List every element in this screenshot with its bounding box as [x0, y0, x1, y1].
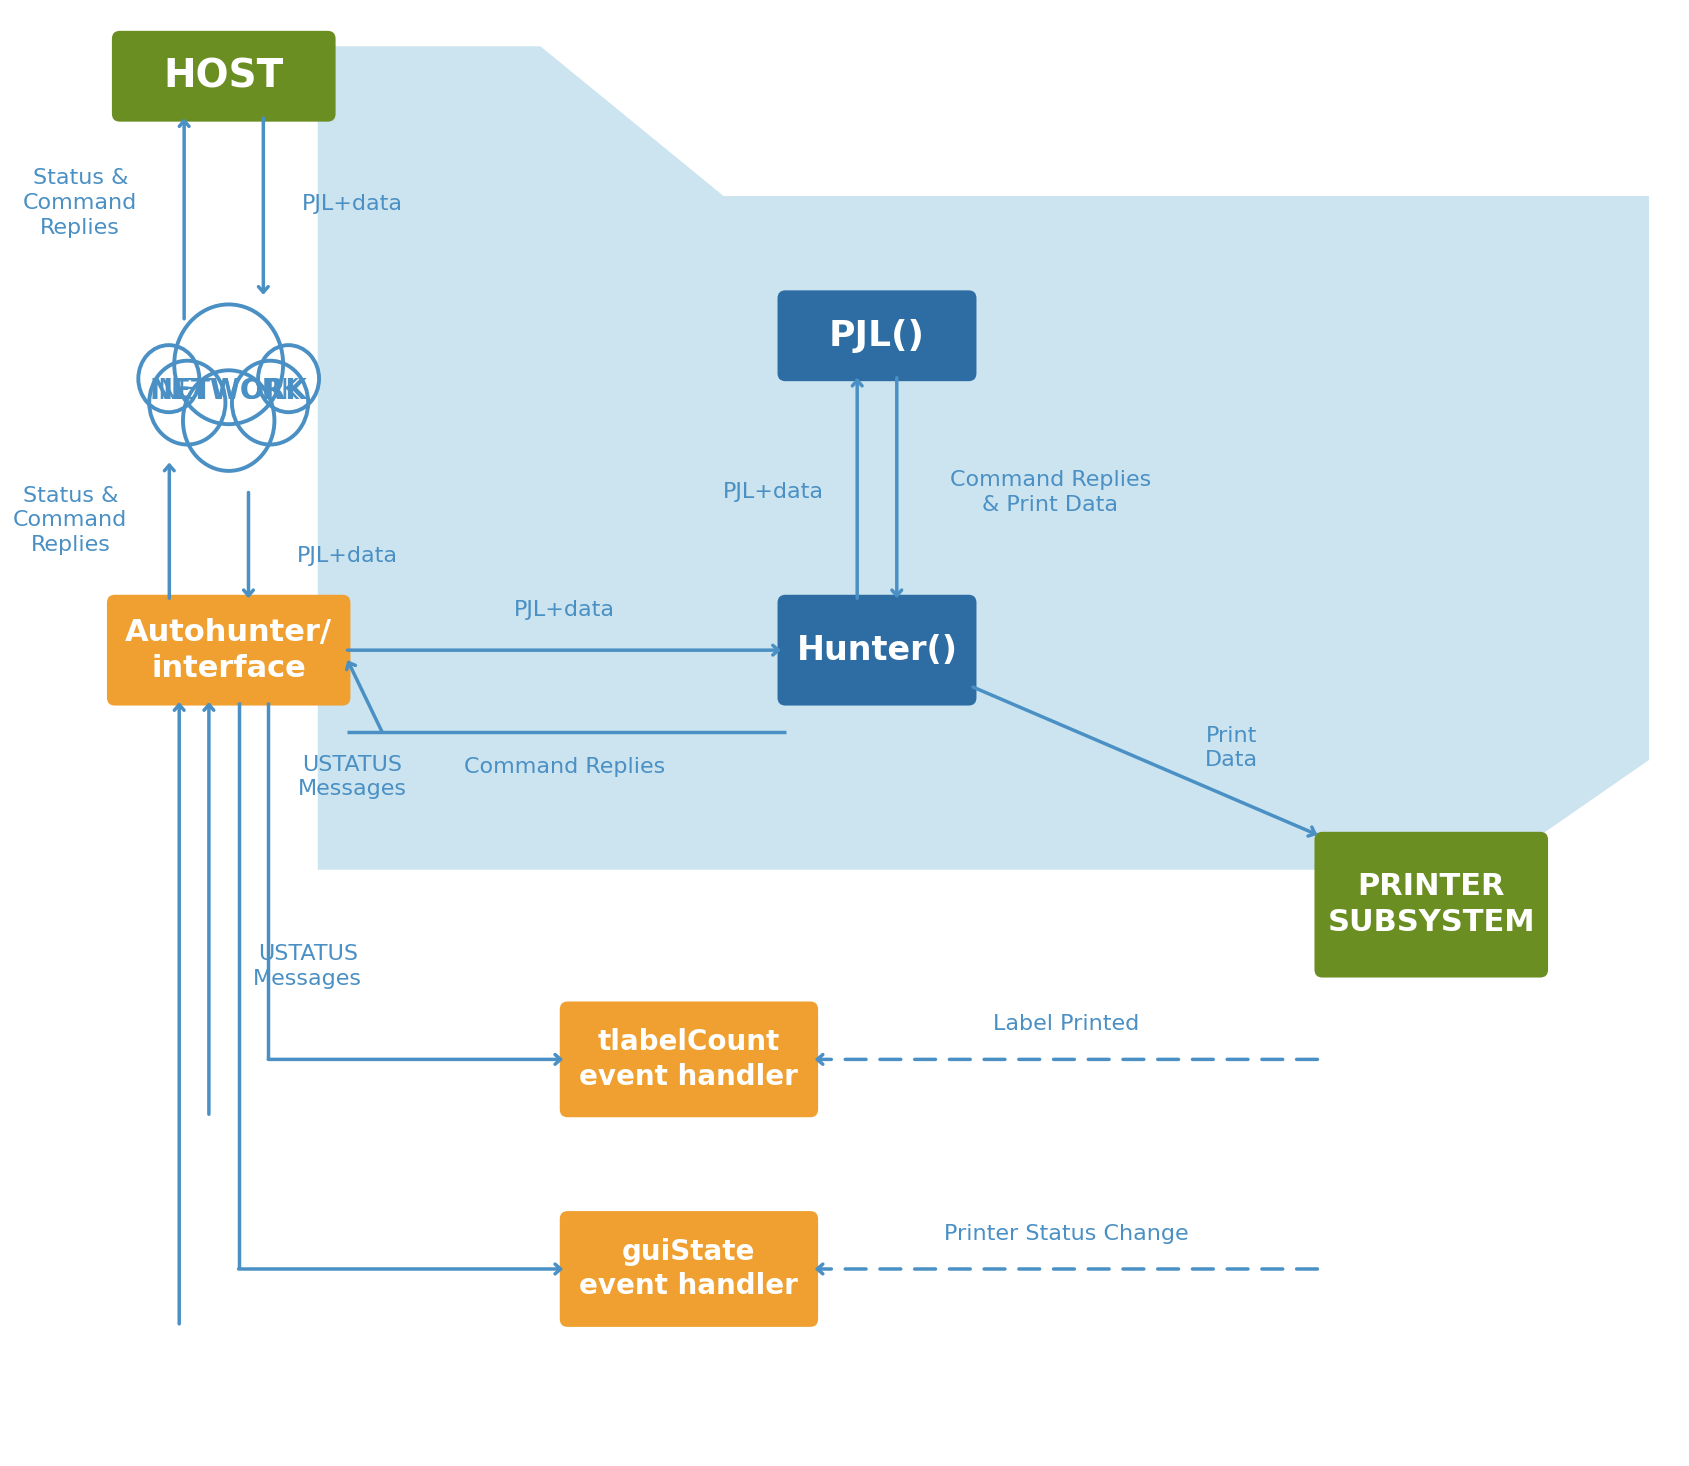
- Text: Status &
Command
Replies: Status & Command Replies: [14, 485, 127, 556]
- Text: guiState
event handler: guiState event handler: [579, 1237, 797, 1300]
- Ellipse shape: [149, 361, 225, 444]
- FancyBboxPatch shape: [111, 31, 336, 122]
- Text: PJL(): PJL(): [829, 318, 924, 353]
- Text: PRINTER
SUBSYSTEM: PRINTER SUBSYSTEM: [1326, 872, 1534, 937]
- FancyBboxPatch shape: [559, 1001, 817, 1117]
- Text: Label Printed: Label Printed: [993, 1014, 1138, 1035]
- Text: Hunter(): Hunter(): [796, 633, 958, 667]
- Text: Command Replies: Command Replies: [463, 756, 664, 777]
- Text: PJL+data: PJL+data: [723, 482, 823, 503]
- Ellipse shape: [174, 305, 284, 424]
- Text: Printer Status Change: Printer Status Change: [942, 1224, 1187, 1245]
- FancyBboxPatch shape: [777, 595, 976, 705]
- Text: NETWORK: NETWORK: [157, 377, 299, 405]
- Ellipse shape: [231, 361, 307, 444]
- Text: PJL+data: PJL+data: [513, 600, 615, 620]
- FancyBboxPatch shape: [1314, 831, 1547, 978]
- FancyBboxPatch shape: [106, 595, 350, 705]
- Text: USTATUS
Messages: USTATUS Messages: [297, 755, 407, 799]
- Text: PJL+data: PJL+data: [302, 194, 402, 214]
- Text: Print
Data: Print Data: [1204, 726, 1257, 770]
- Polygon shape: [318, 47, 1648, 869]
- FancyBboxPatch shape: [559, 1211, 817, 1327]
- Text: USTATUS
Messages: USTATUS Messages: [253, 944, 361, 990]
- Ellipse shape: [258, 345, 319, 412]
- FancyBboxPatch shape: [777, 290, 976, 381]
- Ellipse shape: [138, 345, 199, 412]
- Ellipse shape: [182, 371, 274, 471]
- Text: HOST: HOST: [164, 57, 284, 95]
- Text: PJL+data: PJL+data: [297, 547, 397, 566]
- Text: Status &
Command
Replies: Status & Command Replies: [24, 169, 137, 237]
- Text: NETWORK: NETWORK: [150, 377, 307, 405]
- Text: Autohunter/
interface: Autohunter/ interface: [125, 617, 333, 683]
- Text: Command Replies
& Print Data: Command Replies & Print Data: [949, 471, 1150, 515]
- Text: tlabelCount
event handler: tlabelCount event handler: [579, 1028, 797, 1091]
